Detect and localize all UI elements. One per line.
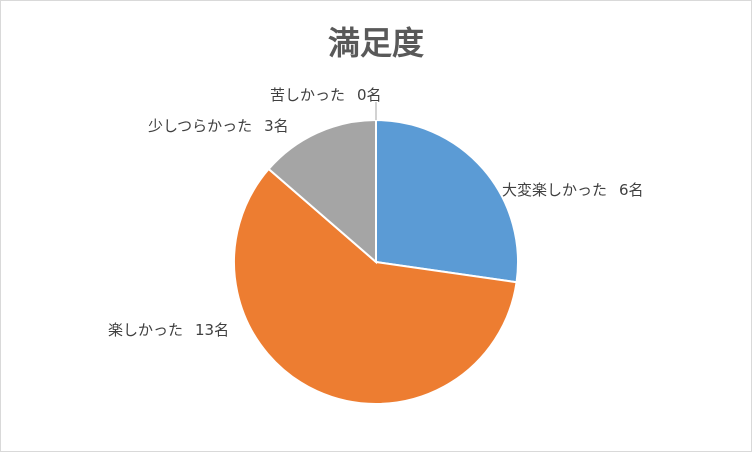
data-label-value: 3名 <box>264 117 289 135</box>
pie-slice <box>375 118 519 284</box>
data-label-value: 0名 <box>357 86 382 104</box>
pie-slice <box>267 118 377 265</box>
data-label: 大変楽しかった 6名 <box>502 181 644 199</box>
pie-slice <box>233 167 518 405</box>
data-label: 苦しかった 0名 <box>270 86 382 104</box>
data-label-category: 苦しかった <box>270 86 345 104</box>
data-label-value: 6名 <box>619 181 644 199</box>
data-label-category: 大変楽しかった <box>502 181 607 199</box>
data-label: 少しつらかった 3名 <box>148 117 289 135</box>
data-label: 楽しかった 13名 <box>108 321 229 339</box>
data-label-category: 少しつらかった <box>148 117 252 135</box>
data-label-value: 13名 <box>195 321 229 339</box>
data-label-category: 楽しかった <box>108 321 183 339</box>
chart-title: 満足度 <box>328 24 424 62</box>
